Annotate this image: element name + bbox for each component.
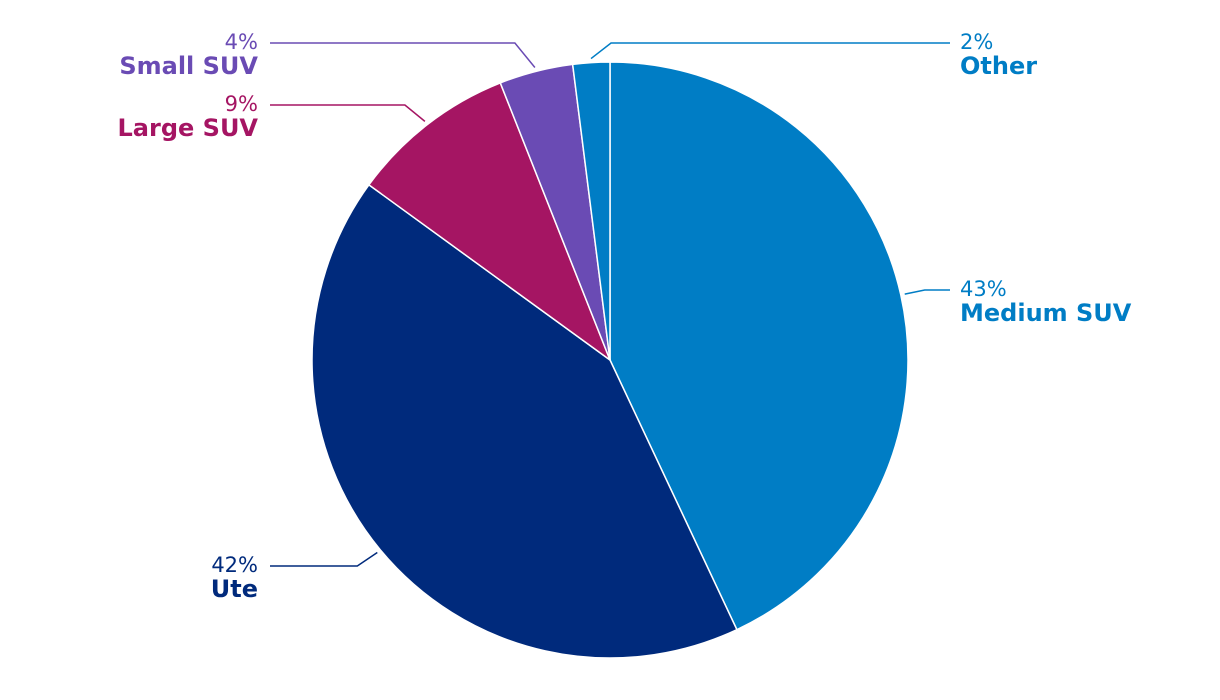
category-label: Ute bbox=[211, 575, 258, 603]
value-label: 43% bbox=[960, 277, 1007, 301]
category-label: Other bbox=[960, 52, 1037, 80]
pie-slice bbox=[367, 81, 612, 363]
category-label: Medium SUV bbox=[960, 299, 1132, 327]
value-label: 4% bbox=[225, 30, 258, 54]
pie-slice bbox=[311, 183, 738, 659]
value-label: 9% bbox=[225, 92, 258, 116]
leader-line bbox=[270, 551, 378, 567]
value-label: 42% bbox=[211, 553, 258, 577]
value-label: 2% bbox=[960, 30, 993, 54]
leader-line bbox=[270, 42, 536, 68]
category-label: Small SUV bbox=[119, 52, 258, 80]
leader-line bbox=[904, 289, 950, 295]
category-label: Large SUV bbox=[118, 114, 259, 142]
pie-slice bbox=[609, 61, 909, 631]
leader-line bbox=[590, 42, 950, 60]
leader-line bbox=[270, 104, 426, 122]
pie-slice bbox=[571, 61, 611, 361]
